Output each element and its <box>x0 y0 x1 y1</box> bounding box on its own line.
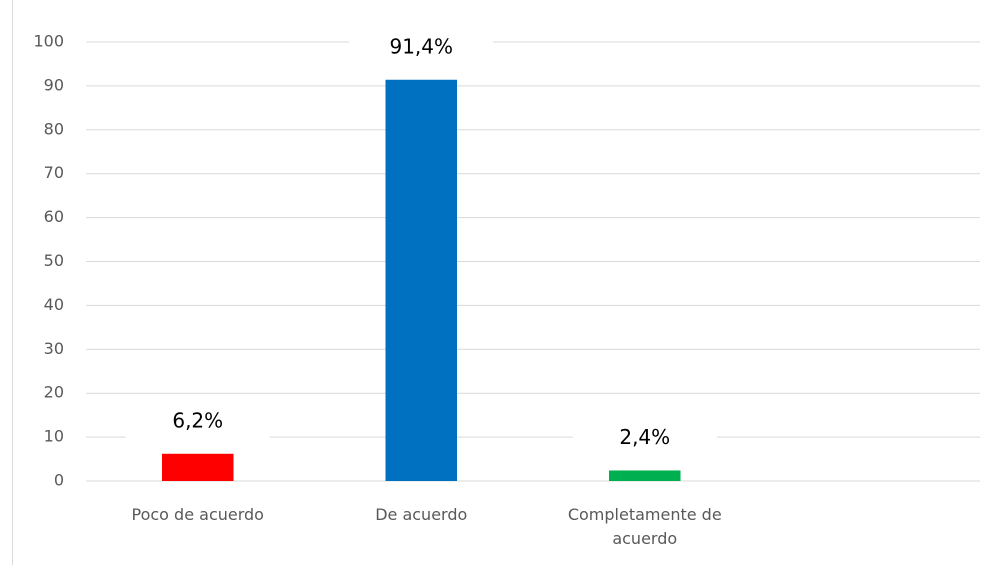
y-tick-label: 40 <box>44 295 64 314</box>
chart-border <box>12 0 13 565</box>
label-background <box>125 403 270 440</box>
y-tick-label: 20 <box>44 383 64 402</box>
y-tick-label: 60 <box>44 207 64 226</box>
x-tick-label: De acuerdo <box>375 505 468 524</box>
data-label: 6,2% <box>172 408 223 432</box>
bar <box>608 470 681 481</box>
data-label: 2,4% <box>619 425 670 449</box>
y-tick-label: 70 <box>44 163 64 182</box>
y-tick-label: 100 <box>33 32 64 51</box>
data-label: 91,4% <box>389 34 453 58</box>
y-tick-label: 50 <box>44 251 64 270</box>
bar <box>385 79 458 481</box>
bar <box>161 453 234 481</box>
y-tick-label: 30 <box>44 339 64 358</box>
y-tick-label: 10 <box>44 427 64 446</box>
y-tick-label: 80 <box>44 119 64 138</box>
label-background <box>349 29 494 66</box>
y-tick-label: 0 <box>54 471 64 490</box>
x-tick-label: Completamente de acuerdo <box>567 505 722 548</box>
y-tick-label: 90 <box>44 75 64 94</box>
x-tick-label: Poco de acuerdo <box>131 505 264 524</box>
label-background <box>572 420 717 457</box>
